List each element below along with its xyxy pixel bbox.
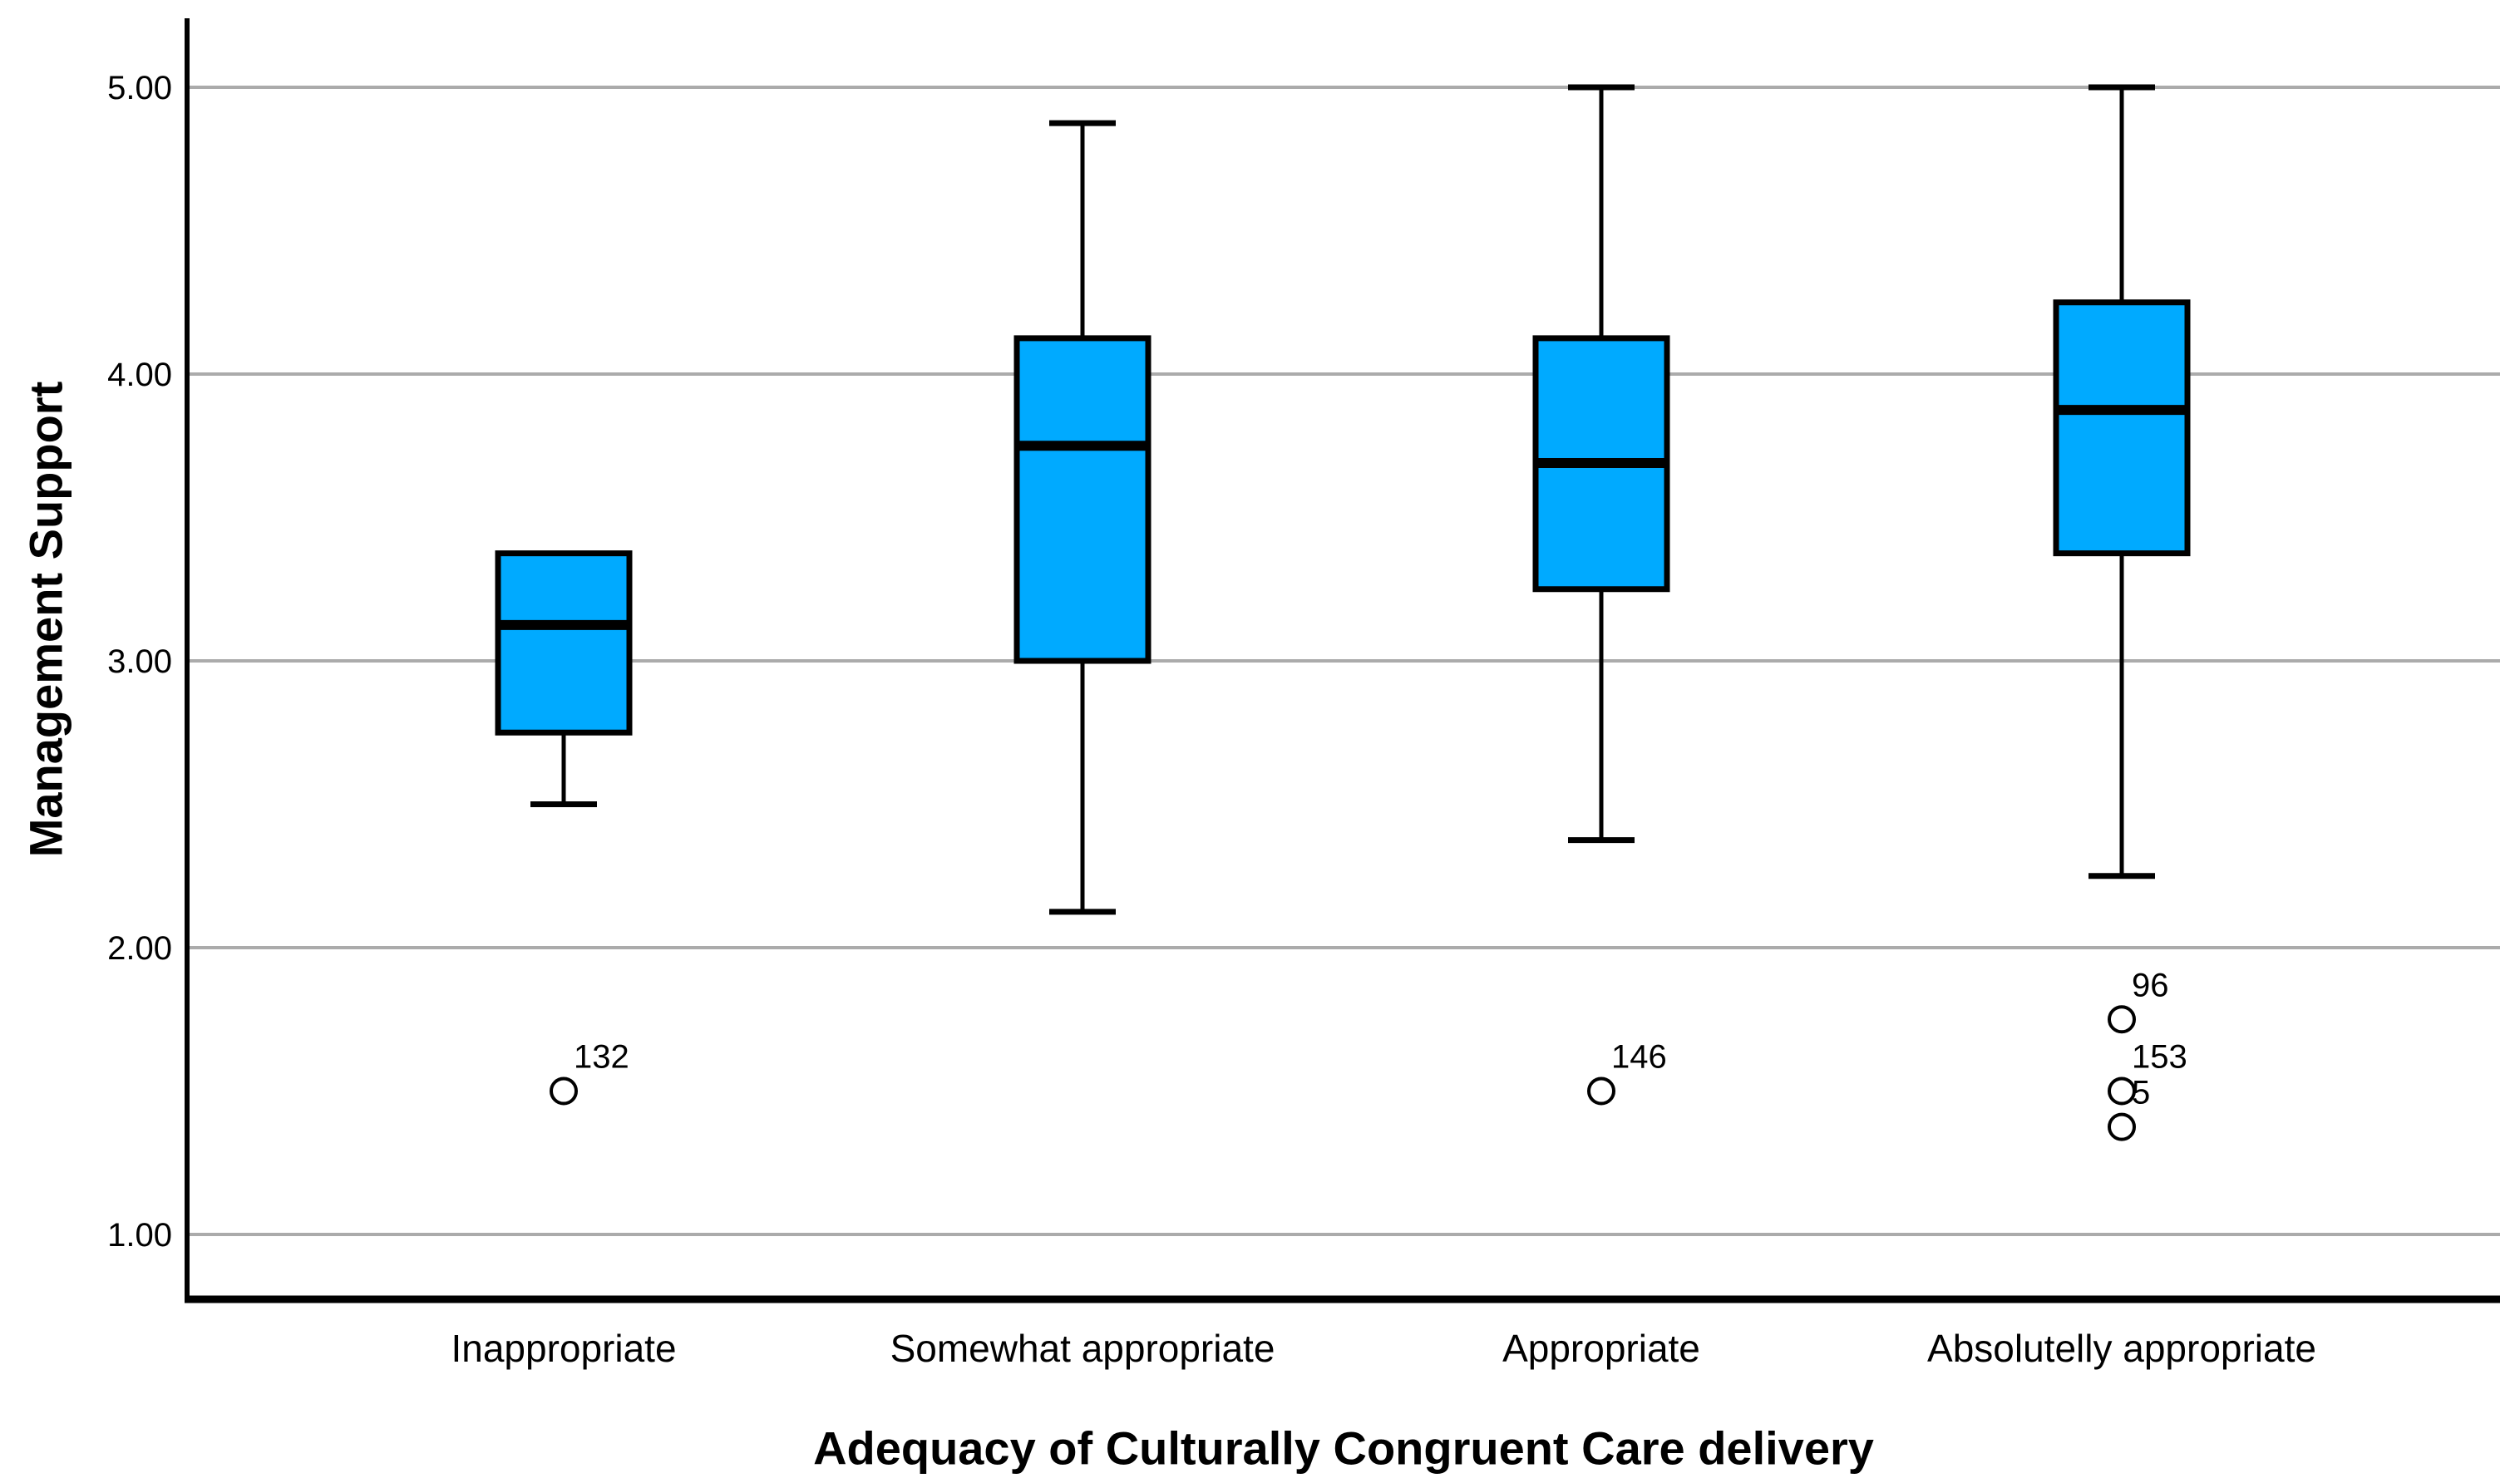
outlier-point [550,1077,578,1106]
box [495,550,633,736]
outlier-label: 153 [2132,1039,2187,1076]
y-tick-label: 2.00 [107,930,172,967]
x-axis-title: Adequacy of Culturally Congruent Care de… [813,1421,1874,1475]
box [2053,299,2191,557]
outlier-point [2108,1112,2136,1141]
x-category-label: Absolutelly appropriate [1927,1327,2316,1370]
outlier-label: 146 [1611,1039,1667,1076]
y-tick-label: 1.00 [107,1217,172,1254]
x-category-label: Somewhat appropriate [890,1327,1275,1370]
outlier-label: 5 [2132,1075,2150,1111]
x-category-label: Inappropriate [451,1327,676,1370]
y-tick-label: 3.00 [107,643,172,680]
outlier-point [2108,1005,2136,1034]
y-tick-label: 5.00 [107,70,172,106]
box [1013,335,1152,664]
y-axis-title: Management Support [19,381,72,858]
outlier-label: 96 [2132,967,2169,1003]
x-category-label: Appropriate [1502,1327,1700,1370]
outlier-label: 132 [574,1039,629,1076]
outlier-point [1587,1077,1615,1106]
outlier-point [2108,1077,2136,1106]
y-tick-label: 4.00 [107,357,172,393]
